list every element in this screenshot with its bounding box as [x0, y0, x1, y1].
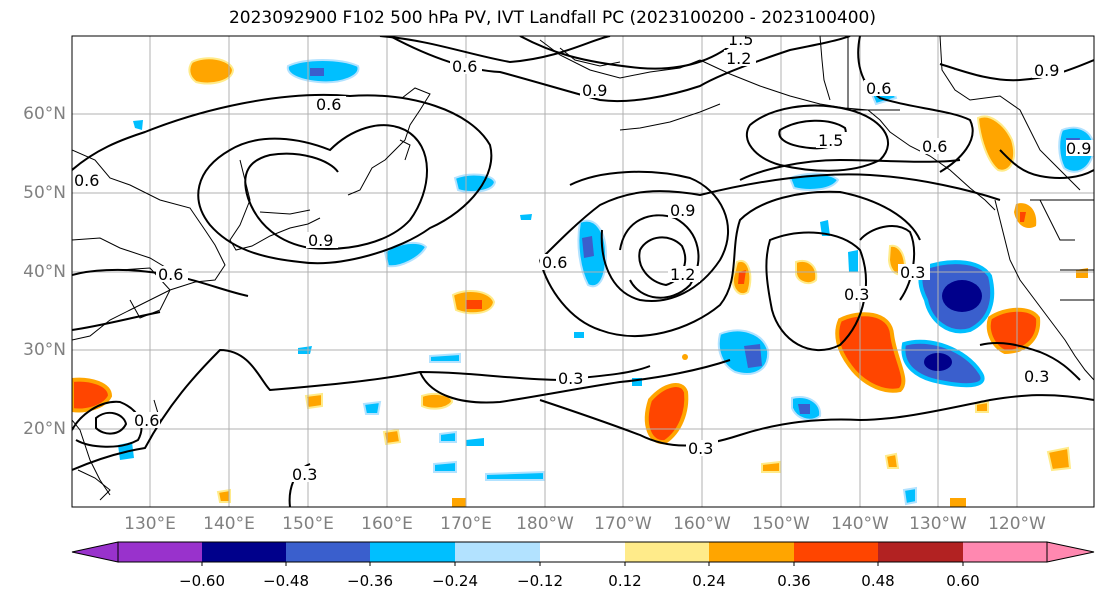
lon-label: 130°W	[909, 514, 967, 534]
coastlines	[72, 36, 1094, 501]
lat-label: 20°N	[23, 419, 66, 439]
colorbar-tick-label: 0.48	[861, 572, 895, 590]
contour-label: 1.5	[728, 30, 753, 49]
colorbar-segment	[625, 542, 709, 562]
colorbar-segment	[118, 542, 202, 562]
contour-label: 0.6	[452, 57, 477, 76]
contour-label: 0.3	[688, 439, 713, 458]
lat-label: 40°N	[23, 262, 66, 282]
colorbar-extend-high	[1046, 541, 1095, 563]
colorbar	[71, 541, 1095, 566]
pv-shading	[72, 57, 1094, 507]
colorbar-extend-low	[71, 541, 119, 563]
map-title: 2023092900 F102 500 hPa PV, IVT Landfall…	[228, 8, 876, 28]
lat-label: 50°N	[23, 183, 66, 203]
colorbar-segment	[286, 542, 370, 562]
lon-label: 140°W	[831, 514, 889, 534]
contour-label: 0.6	[316, 95, 341, 114]
contour-label: 0.3	[844, 285, 869, 304]
colorbar-segment	[455, 542, 540, 562]
lon-label: 150°E	[282, 514, 334, 534]
contour-label: 0.6	[158, 265, 183, 284]
colorbar-tick-label: 0.24	[692, 572, 726, 590]
contour-label: 0.6	[134, 411, 159, 430]
colorbar-segment	[202, 542, 286, 562]
colorbar-tick-label: 0.36	[777, 572, 811, 590]
colorbar-tick-label: −0.12	[517, 572, 563, 590]
colorbar-tick-label: −0.48	[263, 572, 309, 590]
lon-label: 120°W	[988, 514, 1046, 534]
colorbar-segment	[878, 542, 963, 562]
contour-label: 0.9	[1034, 61, 1059, 80]
contour-label: 1.2	[726, 49, 751, 68]
colorbar-tick-label: 0.12	[608, 572, 642, 590]
colorbar-segment	[709, 542, 794, 562]
contour-labels: 1.5 1.2 0.6 0.9 0.6 0.6 1.5 0.6 0.9 0.9 …	[74, 30, 1094, 484]
contour-label: 0.6	[866, 79, 891, 98]
contour-label: 0.6	[74, 171, 99, 190]
contour-label: 0.9	[670, 201, 695, 220]
lat-label: 30°N	[23, 340, 66, 360]
contour-label: 0.6	[922, 137, 947, 156]
contour-label: 0.9	[582, 81, 607, 100]
contour-label: 0.3	[900, 263, 925, 282]
graticule	[72, 36, 1094, 507]
colorbar-segment	[370, 542, 455, 562]
lon-label: 130°E	[124, 514, 176, 534]
contour-label: 1.5	[818, 131, 843, 150]
contour-label: 0.3	[558, 369, 583, 388]
lon-label: 180°W	[516, 514, 574, 534]
contour-label: 0.6	[542, 253, 567, 272]
lon-label: 140°E	[203, 514, 255, 534]
colorbar-tick-label: −0.24	[432, 572, 478, 590]
lon-label: 170°W	[594, 514, 652, 534]
colorbar-tick-label: −0.60	[179, 572, 225, 590]
colorbar-tick-label: −0.36	[347, 572, 393, 590]
colorbar-segment	[963, 542, 1047, 562]
lat-label: 60°N	[23, 104, 66, 124]
colorbar-segment	[794, 542, 878, 562]
colorbar-tick-label: 0.60	[946, 572, 980, 590]
contour-label: 0.9	[308, 231, 333, 250]
contour-label: 0.3	[1024, 367, 1049, 386]
lon-label: 150°W	[752, 514, 810, 534]
contour-label: 0.9	[1066, 139, 1091, 158]
contour-label: 0.3	[292, 465, 317, 484]
colorbar-segment	[540, 542, 625, 562]
map-frame	[71, 35, 1095, 508]
contour-label: 1.2	[670, 265, 695, 284]
lon-label: 160°W	[673, 514, 731, 534]
lon-label: 170°E	[440, 514, 492, 534]
lon-label: 160°E	[361, 514, 413, 534]
